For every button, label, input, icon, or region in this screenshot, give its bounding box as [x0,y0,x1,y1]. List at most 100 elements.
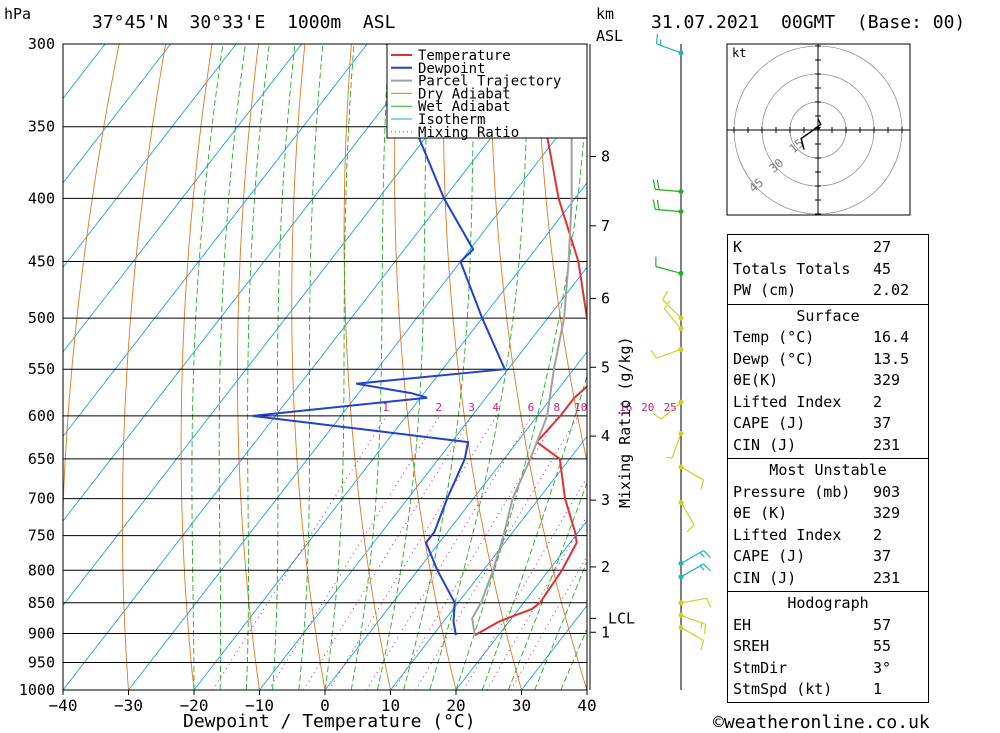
pressure-tick-label: 450 [28,253,55,271]
index-value: 55 [873,637,892,655]
index-value: 45 [873,259,892,278]
index-name: CIN (J) [733,435,797,454]
index-name: Pressure (mb) [733,482,851,501]
isotherm-line [324,351,587,690]
hpa-label: hPa [4,5,31,23]
mixing-ratio-line [303,415,473,690]
index-value: 903 [873,482,901,501]
index-row: CIN (J) 231 [728,568,928,590]
mixing-ratio-label: 3 [468,401,475,414]
wet-adiabat [272,44,296,690]
index-value: 37 [873,414,892,432]
pressure-tick-label: 850 [28,594,55,612]
wind-barb-staff [662,299,682,319]
legend-label: Dry Adiabat [418,86,511,102]
index-name: θE(K) [733,371,779,389]
section-title: Surface [796,306,860,325]
index-name: K [733,238,743,256]
pressure-tick-label: 750 [28,527,55,545]
index-value: 329 [873,371,901,389]
wind-barb-staff [680,502,695,526]
wind-level-dot [678,499,684,505]
mixing-ratio-axis-label: Mixing Ratio (g/kg) [616,336,634,508]
wind-barb-staff [680,626,704,641]
index-row: CAPE (J) 37 [728,413,928,435]
wet-adiabat [298,44,324,690]
wind-barb-staff [656,348,682,359]
wind-level-dot [678,315,684,321]
isotherm-line [63,44,434,522]
index-name: EH [733,615,752,634]
wind-barb-flag [663,300,671,310]
wet-adiabat [191,44,224,690]
dry-adiabat [955,44,1000,690]
wind-level-dot [678,209,684,215]
mixing-ratio-line [510,554,587,690]
wind-level-dot [678,464,684,470]
wind-barb-flag [700,622,703,629]
hodograph-unit: kt [732,46,746,60]
asl-label: ASL [596,27,623,45]
index-value: 27 [873,238,892,256]
isotherm-line [259,266,587,690]
pressure-tick-label: 550 [28,360,55,378]
index-row: Lifted Index 2 [728,392,928,414]
section-title: Hodograph [787,594,869,612]
isotherm-line [455,520,587,690]
index-row: StmSpd (kt) 1 [728,679,928,701]
index-row: Totals Totals 45 [728,259,928,281]
wind-level-dot [678,431,684,437]
mixing-ratio-line [268,415,440,690]
x-tick-label: 0 [320,696,330,715]
isobars [63,43,587,691]
km-tick-label: 1 [601,623,610,641]
index-row: PW (cm) 2.02 [728,280,928,302]
isotherm-line [128,97,587,690]
wind-barb-flag [666,456,673,459]
x-tick-label: −30 [114,696,143,715]
pressure-tick-label: 900 [28,624,55,642]
wet-adiabat [455,83,587,690]
pressure-tick-label: 400 [28,189,55,207]
legend-label: Mixing Ratio [418,125,519,141]
index-name: Lifted Index [733,392,842,411]
dry-adiabat [291,44,326,690]
km-tick-label: 4 [601,427,610,445]
km-tick-label: 3 [601,491,610,509]
index-name: Temp (°C) [733,328,815,346]
wind-level-dot [678,326,684,332]
pressure-tick-label: 800 [28,561,55,579]
x-tick-label: 30 [512,696,531,715]
isotherm-line [193,182,587,690]
index-name: Totals Totals [733,259,851,278]
km-tick-label: 2 [601,558,610,576]
wind-barb-flag [656,199,660,210]
wind-barb-flag [652,179,656,190]
mixing-ratio-line [393,415,559,690]
mixing-ratio-line [365,415,533,690]
legend-label: Dewpoint [418,61,485,77]
index-name: CAPE (J) [733,414,806,432]
km-tick-label: 5 [601,358,610,376]
wind-level-dot [678,624,684,630]
sounding-profiles [252,44,587,637]
panel-separator [728,591,928,592]
mixing-ratio-label: 1 [382,401,389,414]
temperature-line [474,44,587,637]
index-row: CIN (J) 231 [728,435,928,457]
pressure-tick-label: 1000 [19,681,55,699]
index-value: 2.02 [873,281,910,299]
wind-barb-flag [699,565,705,571]
x-tick-label: 10 [381,696,400,715]
wet-adiabat [507,481,587,690]
wind-barb-staff [655,208,682,213]
wind-barb-flag [656,179,660,190]
km-tick-label: 7 [601,217,610,235]
wind-barb-staff [680,563,704,578]
mixing-ratio-label: 6 [528,401,535,414]
km-label: km [596,5,614,23]
index-value: 231 [873,435,901,454]
index-name: CIN (J) [733,568,797,587]
